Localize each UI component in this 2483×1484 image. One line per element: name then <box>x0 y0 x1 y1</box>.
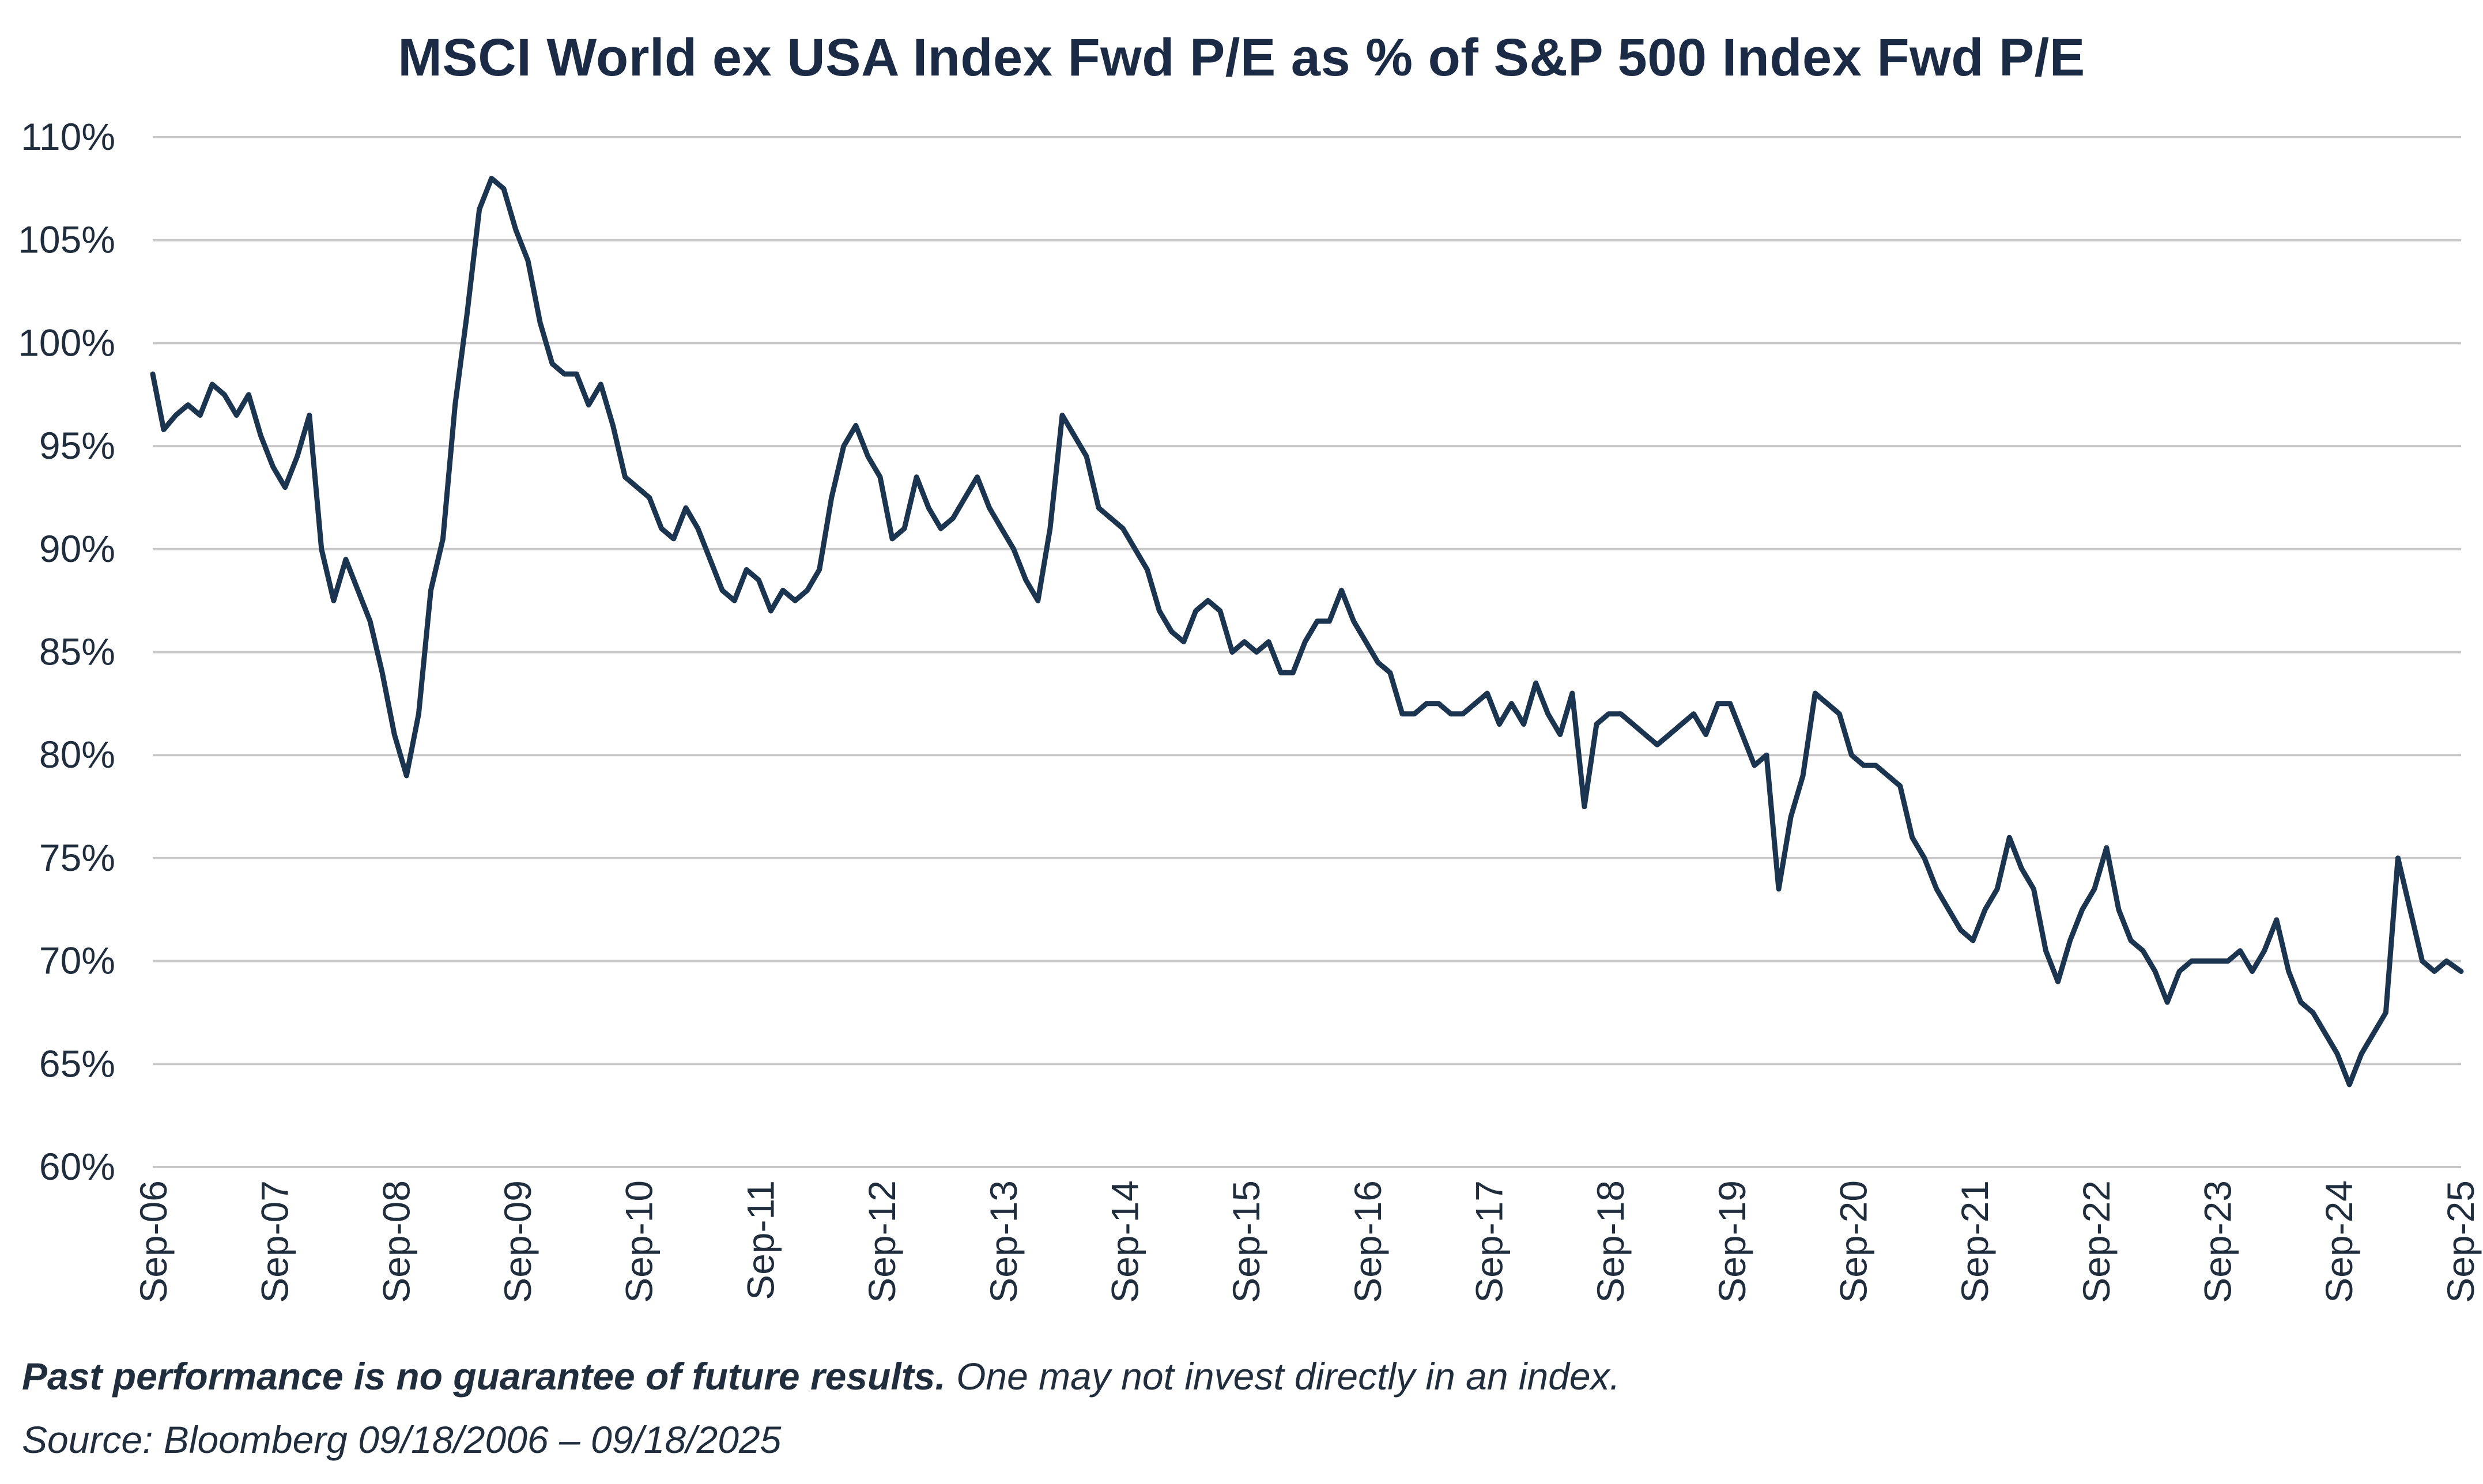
y-tick-label: 85% <box>39 630 115 673</box>
x-tick-label: Sep-14 <box>1103 1180 1146 1303</box>
x-tick-label: Sep-21 <box>1953 1180 1996 1303</box>
x-tick-label: Sep-20 <box>1832 1180 1875 1303</box>
x-tick-label: Sep-17 <box>1467 1180 1510 1303</box>
x-tick-label: Sep-23 <box>2197 1180 2239 1303</box>
x-tick-label: Sep-18 <box>1589 1180 1632 1303</box>
y-tick-label: 65% <box>39 1042 115 1085</box>
source-note: Source: Bloomberg 09/18/2006 – 09/18/202… <box>22 1418 782 1461</box>
x-tick-label: Sep-06 <box>132 1180 175 1303</box>
series-line <box>150 176 2464 1087</box>
y-axis-labels: 110% 105% 100% 95% 90% 85% 80% 75% 70% 65% 60% <box>18 115 115 1188</box>
y-tick-label: 75% <box>39 836 115 879</box>
footnote-disclaimer: Past performance is no guarantee of futu… <box>22 1355 946 1398</box>
x-tick-label: Sep-12 <box>861 1180 903 1303</box>
x-tick-label: Sep-08 <box>375 1180 417 1303</box>
x-tick-label: Sep-19 <box>1711 1180 1753 1303</box>
y-tick-label: 100% <box>18 321 115 364</box>
x-axis-labels: Sep-06 Sep-07 Sep-08 Sep-09 Sep-10 Sep-11 Sep-… <box>132 1180 2482 1303</box>
y-tick-label: 70% <box>39 939 115 982</box>
y-tick-label: 60% <box>39 1145 115 1188</box>
x-tick-label: Sep-07 <box>254 1180 296 1303</box>
x-tick-label: Sep-25 <box>2439 1180 2482 1303</box>
y-tick-label: 110% <box>21 115 115 158</box>
x-tick-label: Sep-15 <box>1225 1180 1267 1303</box>
chart-title: MSCI World ex USA Index Fwd P/E as % of … <box>398 28 2085 87</box>
footnote: Past performance is no guarantee of futu… <box>22 1354 1620 1398</box>
footnote-index-note: One may not invest directly in an index. <box>945 1355 1620 1398</box>
x-tick-label: Sep-16 <box>1346 1180 1389 1303</box>
y-tick-label: 90% <box>39 527 115 570</box>
x-tick-label: Sep-10 <box>618 1180 661 1303</box>
y-tick-label: 105% <box>18 218 115 261</box>
y-tick-label: 80% <box>39 733 115 776</box>
gridlines <box>153 136 2461 1168</box>
x-tick-label: Sep-09 <box>496 1180 539 1303</box>
x-tick-label: Sep-24 <box>2318 1180 2360 1303</box>
y-tick-label: 95% <box>39 424 115 467</box>
x-tick-label: Sep-11 <box>739 1180 782 1300</box>
x-tick-label: Sep-13 <box>982 1180 1025 1303</box>
x-tick-label: Sep-22 <box>2075 1180 2118 1303</box>
